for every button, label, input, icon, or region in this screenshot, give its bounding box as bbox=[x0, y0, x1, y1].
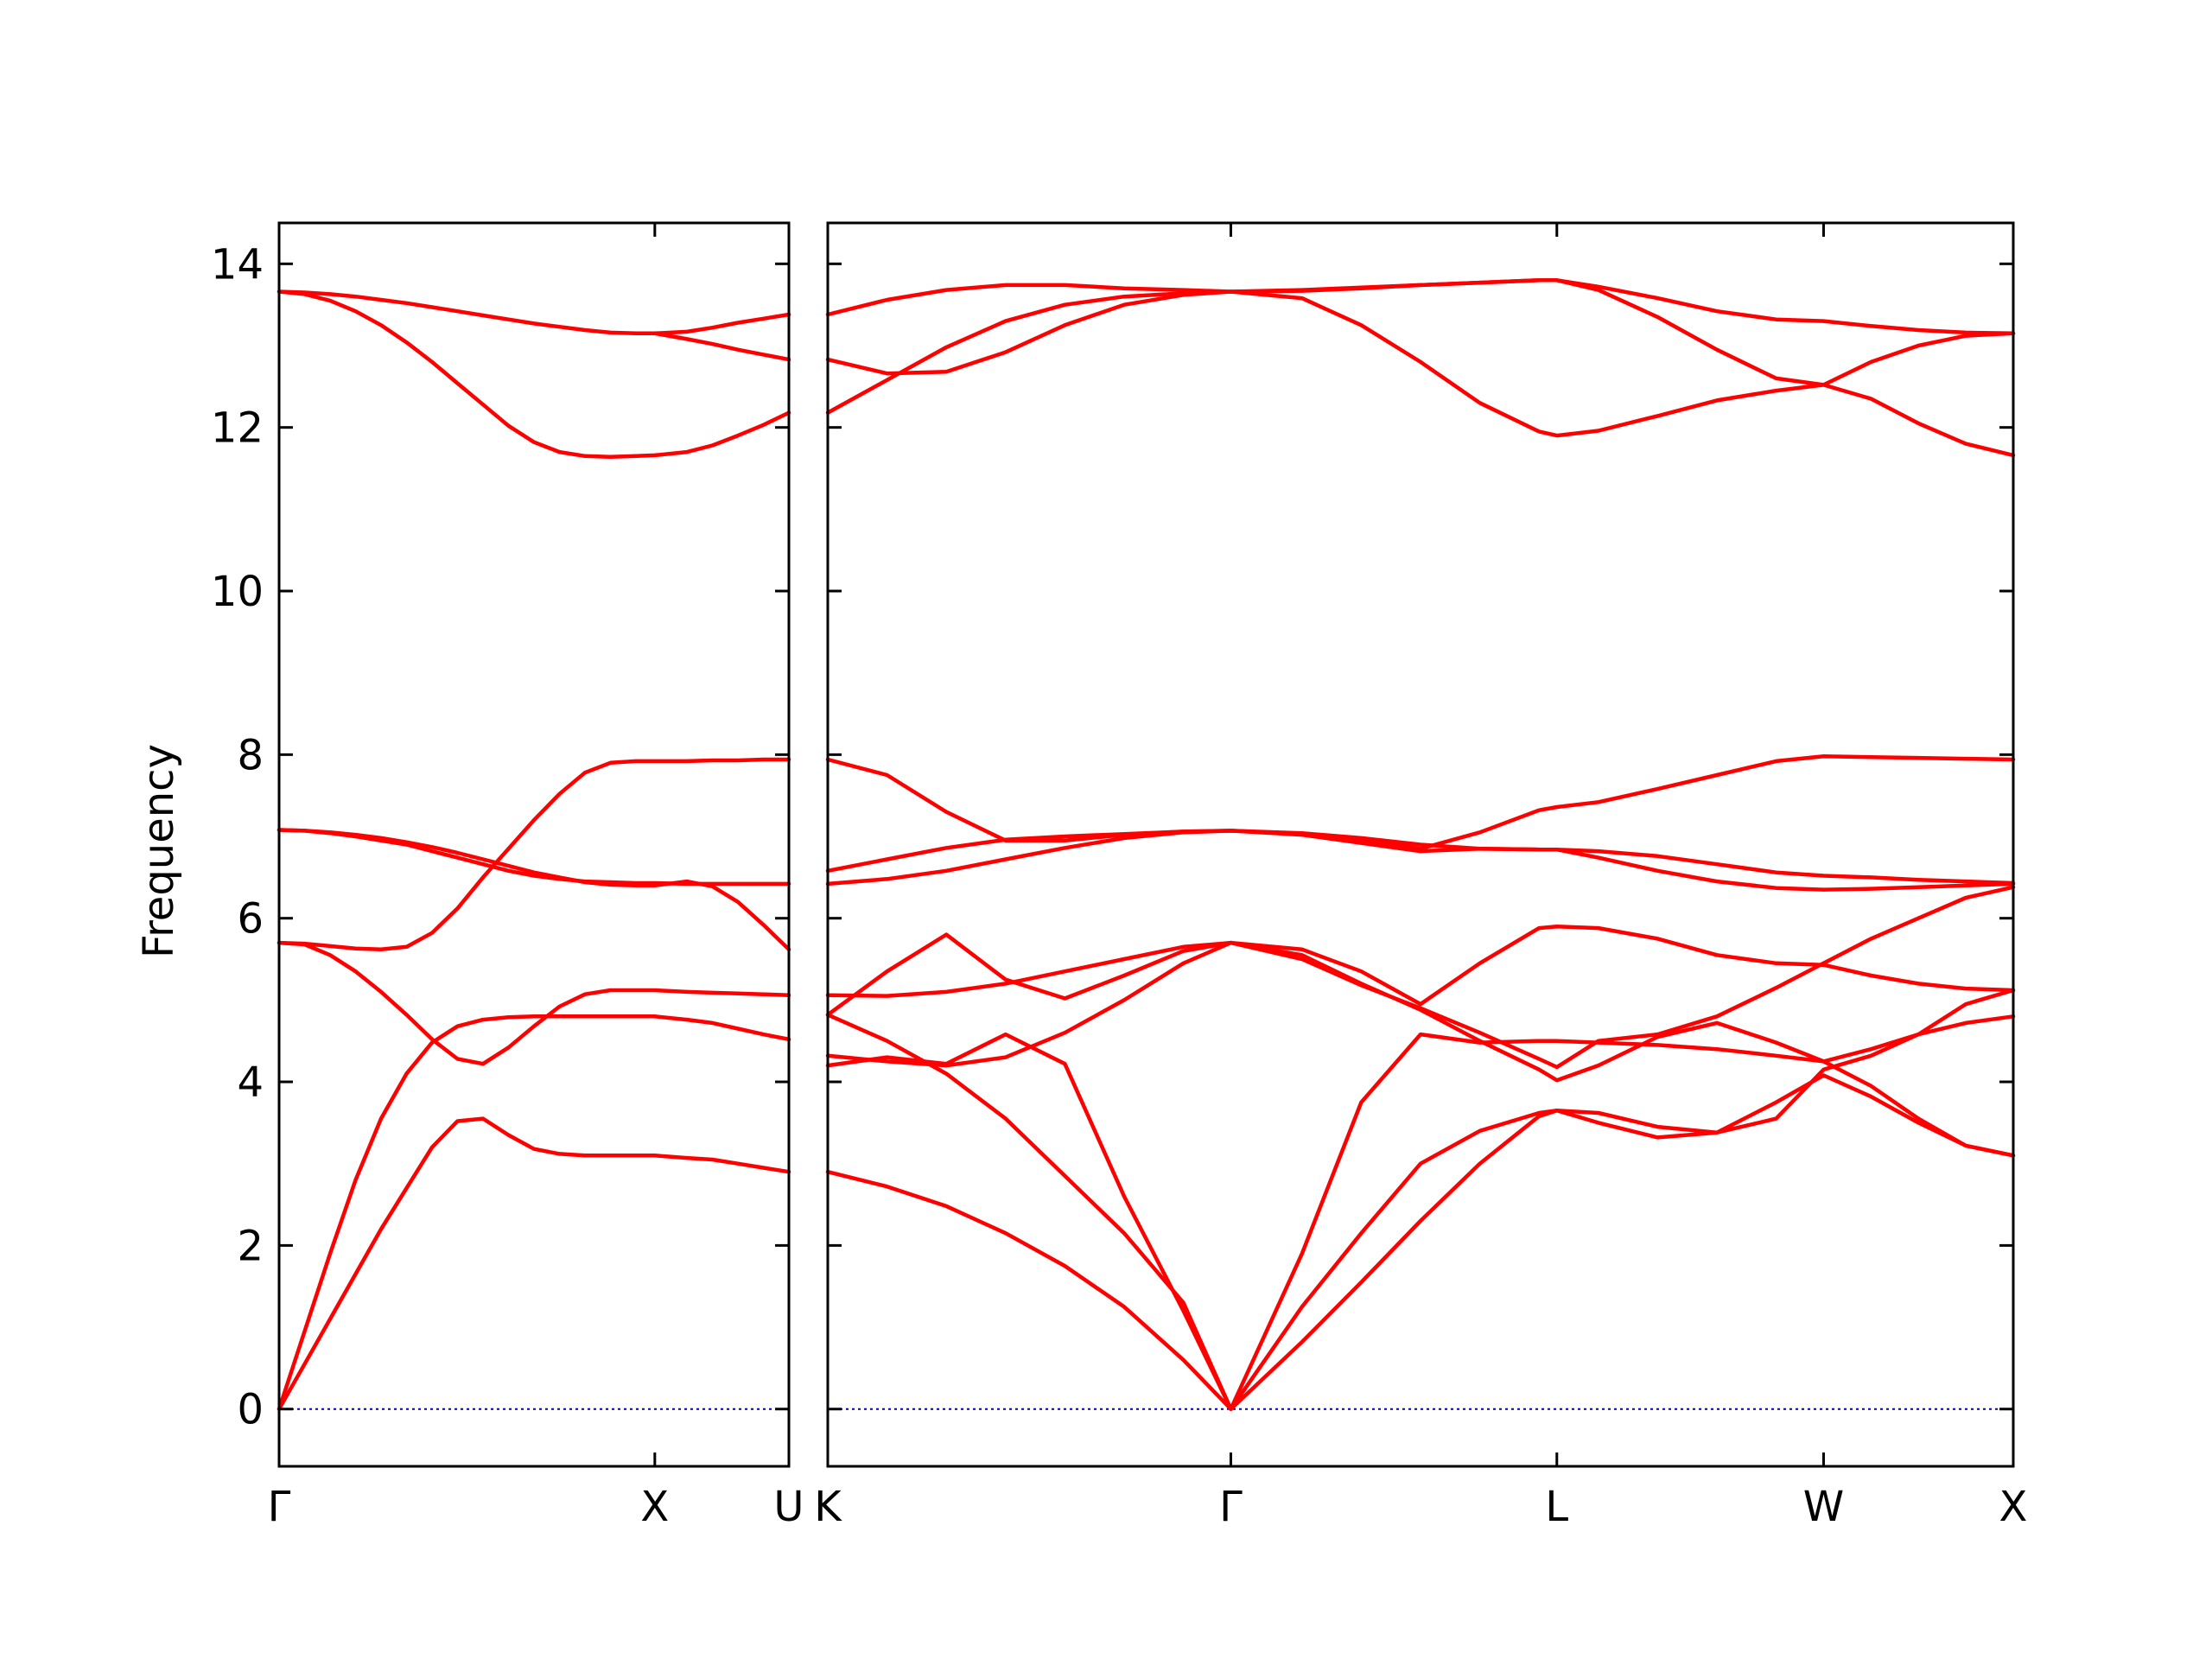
x-tick-label: Γ bbox=[268, 1483, 291, 1531]
band-line-1 bbox=[276, 1116, 791, 1411]
band-line-4 bbox=[825, 940, 2016, 1083]
band-line-9 bbox=[825, 754, 2016, 851]
panel-frame bbox=[277, 221, 791, 1468]
y-tick-label: 10 bbox=[211, 568, 264, 616]
panel-1: 0 2 4 6 8 10 12 14 Γ X U bbox=[211, 221, 804, 1531]
y-tick-label: 6 bbox=[237, 895, 264, 944]
panel-frame bbox=[826, 221, 2015, 1468]
y-tick-label: 0 bbox=[237, 1386, 264, 1434]
band-line-9 bbox=[652, 331, 791, 362]
x-tick-label: U bbox=[773, 1483, 804, 1531]
band-line-4 bbox=[276, 757, 791, 951]
x-tick-label: K bbox=[814, 1483, 842, 1531]
x-tick-label: X bbox=[640, 1483, 669, 1531]
y-tick-label: 2 bbox=[237, 1222, 264, 1270]
y-tick-label: 12 bbox=[211, 404, 264, 453]
x-tick-label: Γ bbox=[1219, 1483, 1243, 1531]
band-line-2 bbox=[276, 1014, 791, 1411]
band-line-10 bbox=[825, 289, 2016, 438]
y-tick-label: 4 bbox=[237, 1058, 264, 1107]
band-line-6 bbox=[276, 828, 791, 887]
band-line-8 bbox=[276, 289, 791, 460]
y-axis-label: Frequency bbox=[135, 744, 183, 958]
band-line-1 bbox=[825, 1073, 2016, 1411]
band-line-7 bbox=[276, 289, 791, 336]
band-line-3 bbox=[276, 940, 791, 1066]
x-tick-label: L bbox=[1545, 1483, 1568, 1531]
band-line-12 bbox=[825, 278, 2016, 336]
y-tick-label: 14 bbox=[211, 240, 264, 289]
x-tick-label: X bbox=[1999, 1483, 2028, 1531]
band-line-8 bbox=[825, 829, 2016, 886]
band-line-5 bbox=[825, 885, 2016, 1070]
band-line-6 bbox=[825, 924, 2016, 1007]
x-tick-label: W bbox=[1803, 1483, 1844, 1531]
y-tick-label: 8 bbox=[237, 731, 264, 779]
band-line-2 bbox=[825, 1013, 2016, 1411]
